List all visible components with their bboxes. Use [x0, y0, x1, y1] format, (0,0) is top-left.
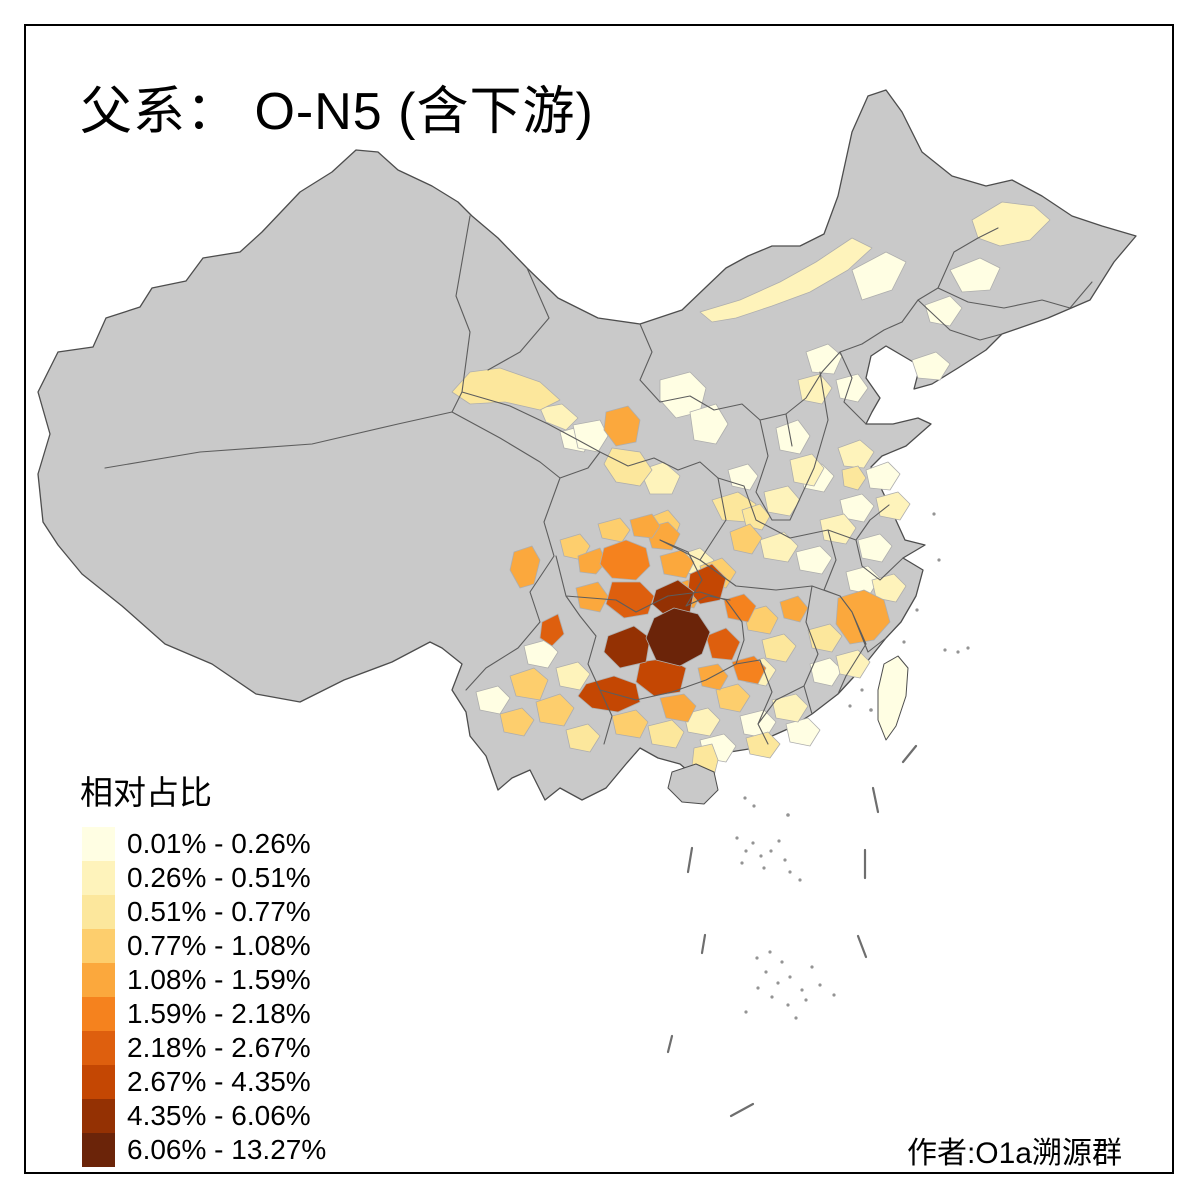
islands: [667, 655, 909, 805]
legend-row: 0.51% - 0.77%: [82, 895, 326, 929]
legend-class-label: 2.18% - 2.67%: [127, 1032, 311, 1063]
legend-row: 0.01% - 0.26%: [82, 827, 326, 861]
china-choropleth-map: [37, 89, 1137, 1118]
plot-frame: 父系： O-N5 (含下游) 相对占比 0.01% - 0.26% 0.26% -…: [24, 24, 1174, 1174]
legend-swatch: [82, 997, 115, 1031]
legend-class-label: 0.26% - 0.51%: [127, 862, 311, 893]
nine-dash-line: [666, 744, 918, 1118]
legend-class-label: 6.06% - 13.27%: [127, 1134, 327, 1165]
legend-swatch: [82, 827, 115, 861]
legend-class-label: 2.67% - 4.35%: [127, 1066, 311, 1097]
legend-row: 2.67% - 4.35%: [82, 1065, 326, 1099]
legend-swatch: [82, 1031, 115, 1065]
legend-row: 1.08% - 1.59%: [82, 963, 326, 997]
legend-class-label: 1.59% - 2.18%: [127, 998, 311, 1029]
plot-title: 父系： O-N5 (含下游): [80, 83, 594, 141]
legend-class-label: 0.77% - 1.08%: [127, 930, 311, 961]
legend-row: 0.26% - 0.51%: [82, 861, 326, 895]
province-borders: [104, 215, 1093, 745]
hainan-island: [667, 763, 719, 805]
legend-class-label: 0.51% - 0.77%: [127, 896, 311, 927]
attribution-text: 作者:O1a溯源群: [906, 1137, 1122, 1170]
legend-row: 1.59% - 2.18%: [82, 997, 326, 1031]
choropleth-cells: [451, 201, 1051, 787]
legend: 0.01% - 0.26% 0.26% - 0.51% 0.51% - 0.77% 0…: [82, 827, 326, 1167]
legend-row: 2.18% - 2.67%: [82, 1031, 326, 1065]
legend-row: 6.06% - 13.27%: [82, 1133, 326, 1167]
legend-swatch: [82, 895, 115, 929]
legend-class-label: 0.01% - 0.26%: [127, 828, 311, 859]
legend-swatch: [82, 1065, 115, 1099]
legend-title: 相对占比: [80, 774, 212, 811]
legend-swatch: [82, 861, 115, 895]
small-islands: [735, 512, 970, 1020]
legend-row: 4.35% - 6.06%: [82, 1099, 326, 1133]
legend-row: 0.77% - 1.08%: [82, 929, 326, 963]
legend-class-label: 4.35% - 6.06%: [127, 1100, 311, 1131]
legend-swatch: [82, 1133, 115, 1167]
legend-swatch: [82, 1099, 115, 1133]
taiwan-island: [877, 655, 909, 741]
legend-swatch: [82, 963, 115, 997]
legend-swatch: [82, 929, 115, 963]
legend-class-label: 1.08% - 1.59%: [127, 964, 311, 995]
